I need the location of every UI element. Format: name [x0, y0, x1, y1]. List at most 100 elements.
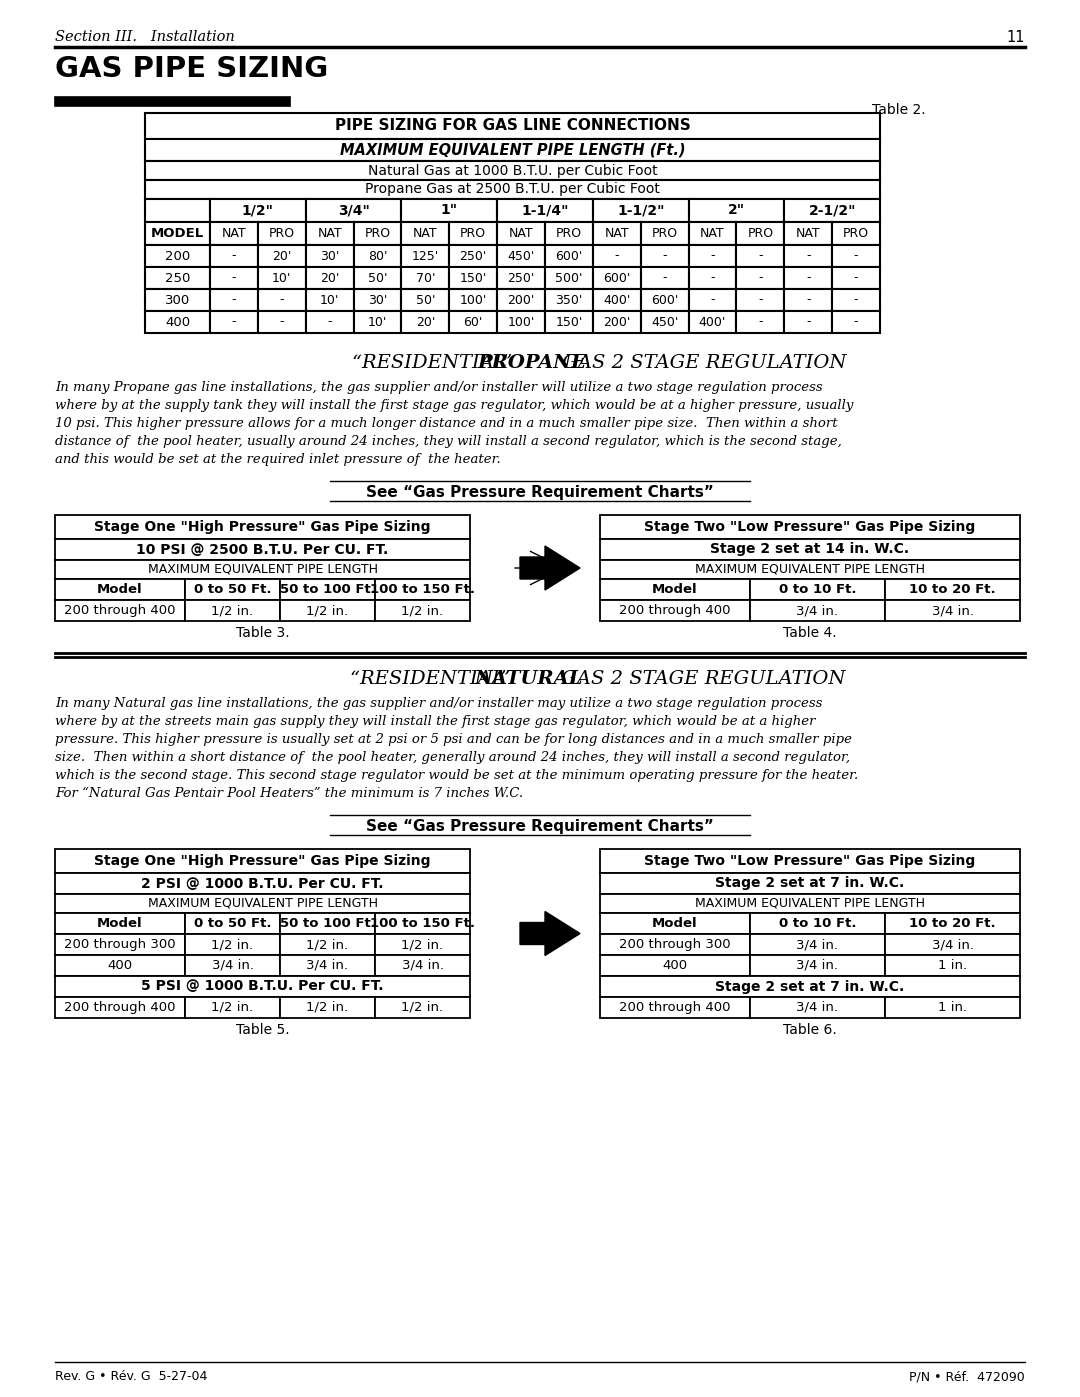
Text: 450': 450' — [651, 316, 678, 328]
Text: -: - — [711, 250, 715, 263]
Text: 1 in.: 1 in. — [937, 1002, 967, 1014]
Text: 1/2 in.: 1/2 in. — [402, 937, 444, 951]
Bar — [55, 578, 185, 599]
Bar — [689, 244, 737, 267]
Text: 0 to 10 Ft.: 0 to 10 Ft. — [779, 583, 856, 597]
Bar — [145, 312, 210, 332]
Text: MAXIMUM EQUIVALENT PIPE LENGTH: MAXIMUM EQUIVALENT PIPE LENGTH — [696, 897, 924, 909]
Bar — [375, 956, 470, 977]
Text: 2-1/2": 2-1/2" — [809, 204, 855, 218]
Text: 10': 10' — [272, 271, 292, 285]
Bar — [145, 289, 210, 312]
Text: 60': 60' — [463, 316, 483, 328]
Text: 3/4 in.: 3/4 in. — [797, 1002, 838, 1014]
Bar — [750, 956, 885, 977]
Text: -: - — [806, 293, 810, 306]
Text: -: - — [854, 250, 859, 263]
Bar — [750, 997, 885, 1018]
Text: Stage Two "Low Pressure" Gas Pipe Sizing: Stage Two "Low Pressure" Gas Pipe Sizing — [645, 520, 975, 534]
Bar — [306, 312, 353, 332]
Text: -: - — [758, 316, 762, 328]
Bar — [689, 222, 737, 244]
Bar — [280, 997, 375, 1018]
Bar — [55, 515, 470, 539]
Bar — [449, 289, 497, 312]
Text: 20': 20' — [272, 250, 292, 263]
Bar — [600, 914, 750, 935]
Bar — [55, 977, 470, 997]
Text: PRO: PRO — [556, 226, 582, 240]
Bar — [449, 267, 497, 289]
Text: 150': 150' — [555, 316, 582, 328]
Bar — [593, 244, 640, 267]
Text: -: - — [758, 293, 762, 306]
Text: -: - — [232, 293, 237, 306]
Text: 100 to 150 Ft.: 100 to 150 Ft. — [370, 916, 475, 930]
Bar — [497, 289, 545, 312]
Text: 50': 50' — [416, 293, 435, 306]
Text: NAT: NAT — [221, 226, 246, 240]
Text: 1-1/4": 1-1/4" — [522, 204, 569, 218]
Text: 0 to 50 Ft.: 0 to 50 Ft. — [193, 583, 271, 597]
Text: 400: 400 — [107, 958, 133, 972]
Text: Stage 2 set at 7 in. W.C.: Stage 2 set at 7 in. W.C. — [715, 979, 905, 993]
Text: NAT: NAT — [509, 226, 534, 240]
Bar — [375, 935, 470, 956]
Bar — [497, 222, 545, 244]
Text: Table 4.: Table 4. — [783, 626, 837, 640]
Bar — [55, 997, 185, 1018]
Text: 100 to 150 Ft.: 100 to 150 Ft. — [370, 583, 475, 597]
Bar — [600, 935, 750, 956]
Bar — [258, 244, 306, 267]
Bar — [497, 267, 545, 289]
Bar — [545, 312, 593, 332]
Bar — [833, 222, 880, 244]
Bar — [600, 849, 1020, 873]
Bar — [353, 312, 402, 332]
Bar — [280, 599, 375, 622]
Bar — [402, 198, 497, 222]
Text: 1 in.: 1 in. — [937, 958, 967, 972]
Bar — [55, 599, 185, 622]
Bar — [55, 914, 185, 935]
Text: “RESIDENTIAL”: “RESIDENTIAL” — [352, 353, 519, 372]
Text: 200: 200 — [165, 250, 190, 263]
Text: 30': 30' — [368, 293, 388, 306]
Bar — [55, 849, 470, 873]
Bar — [145, 180, 880, 198]
Text: -: - — [854, 293, 859, 306]
Text: Table 6.: Table 6. — [783, 1023, 837, 1037]
Text: 70': 70' — [416, 271, 435, 285]
Bar — [353, 267, 402, 289]
Text: -: - — [711, 271, 715, 285]
Bar — [258, 267, 306, 289]
Bar — [306, 267, 353, 289]
Bar — [375, 997, 470, 1018]
Text: PRO: PRO — [364, 226, 391, 240]
Bar — [55, 956, 185, 977]
Bar — [737, 289, 784, 312]
Bar — [885, 997, 1020, 1018]
Text: 3/4 in.: 3/4 in. — [931, 937, 973, 951]
Text: -: - — [854, 316, 859, 328]
Text: MAXIMUM EQUIVALENT PIPE LENGTH: MAXIMUM EQUIVALENT PIPE LENGTH — [696, 563, 924, 576]
Bar — [600, 977, 1020, 997]
Text: Stage One "High Pressure" Gas Pipe Sizing: Stage One "High Pressure" Gas Pipe Sizin… — [94, 854, 431, 868]
Text: 10': 10' — [368, 316, 388, 328]
Text: -: - — [806, 250, 810, 263]
Text: where by at the streets main gas supply they will install the first stage gas re: where by at the streets main gas supply … — [55, 715, 815, 728]
Text: 250: 250 — [165, 271, 190, 285]
Text: MAXIMUM EQUIVALENT PIPE LENGTH (Ft.): MAXIMUM EQUIVALENT PIPE LENGTH (Ft.) — [340, 142, 685, 158]
Bar — [784, 267, 833, 289]
Bar — [833, 312, 880, 332]
Text: “RESIDENTIAL”: “RESIDENTIAL” — [350, 671, 516, 687]
Text: 1/2 in.: 1/2 in. — [307, 937, 349, 951]
Bar — [258, 312, 306, 332]
Bar — [689, 312, 737, 332]
Text: Model: Model — [97, 916, 143, 930]
Text: 3/4": 3/4" — [338, 204, 369, 218]
Bar — [885, 956, 1020, 977]
Text: Stage One "High Pressure" Gas Pipe Sizing: Stage One "High Pressure" Gas Pipe Sizin… — [94, 520, 431, 534]
Text: Propane Gas at 2500 B.T.U. per Cubic Foot: Propane Gas at 2500 B.T.U. per Cubic Foo… — [365, 183, 660, 197]
Bar — [55, 560, 470, 578]
